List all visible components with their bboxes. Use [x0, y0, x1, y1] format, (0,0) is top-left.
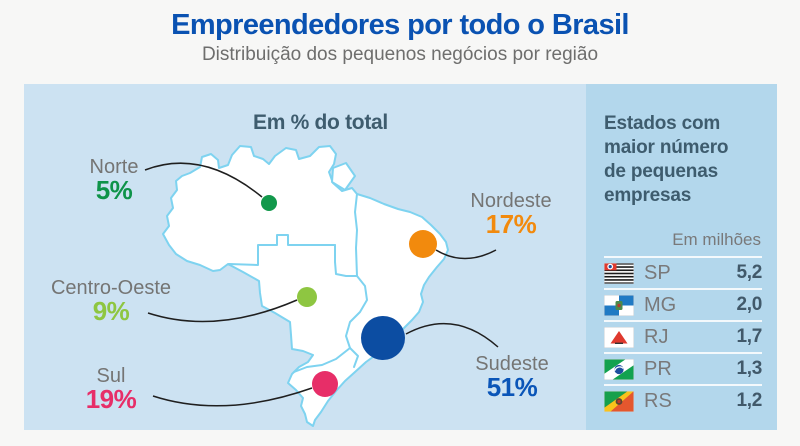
state-row-pr: PR 1,3 [604, 352, 762, 384]
border-norte-centrooeste [228, 234, 336, 266]
region-value: 9% [92, 296, 130, 326]
state-code: PR [644, 357, 672, 380]
state-row-rj: RJ 1,7 [604, 320, 762, 352]
state-code: MG [644, 293, 677, 316]
region-label-norte: Norte 5% [89, 156, 139, 205]
brazil-outline [162, 145, 449, 427]
border-sul-north [293, 347, 359, 373]
region-label-centro-oeste: Centro-Oeste 9% [50, 277, 172, 326]
region-dot-centro-oeste [297, 287, 317, 307]
state-value: 1,7 [736, 326, 762, 347]
states-table: SP 5,2 MG 2,0 RJ 1,7 PR 1,3 RS 1,2 [604, 256, 762, 416]
unit-label: Em milhões [672, 230, 761, 249]
connector-line-centro-oeste [147, 299, 298, 323]
state-code: RJ [644, 325, 669, 348]
sp-flag-icon [604, 262, 634, 284]
region-value: 5% [95, 175, 133, 205]
mg-flag-icon [604, 294, 634, 316]
state-value: 5,2 [736, 262, 762, 283]
state-row-sp: SP 5,2 [604, 256, 762, 288]
state-value: 1,3 [736, 358, 762, 379]
region-label-sul: Sul 19% [85, 365, 137, 414]
region-dot-sudeste [361, 316, 405, 360]
region-name: Sudeste [475, 353, 549, 375]
rj-flag-icon [604, 326, 634, 348]
connector-line-norte [144, 162, 263, 198]
states-heading: Estados com maior número de pequenas emp… [604, 113, 729, 206]
state-row-mg: MG 2,0 [604, 288, 762, 320]
border-centrooeste-sudeste [345, 275, 368, 349]
region-value: 19% [85, 384, 137, 414]
brazil-map [144, 145, 499, 427]
region-label-nordeste: Nordeste 17% [470, 190, 552, 239]
connector-line-nordeste [435, 249, 497, 260]
header: Empreendedores por todo o Brasil Distrib… [0, 0, 800, 66]
region-name: Sul [96, 365, 126, 387]
region-value: 51% [486, 372, 538, 402]
region-dot-nordeste [409, 230, 437, 258]
state-code: SP [644, 261, 671, 284]
connector-line-sudeste [405, 322, 499, 348]
map-panel: Em % do total Norte 5% Nordeste 17% Centro-O… [24, 84, 586, 430]
connector-line-sul [152, 387, 313, 407]
page-title: Empreendedores por todo o Brasil [171, 9, 629, 41]
pr-flag-icon [604, 358, 634, 380]
state-value: 1,2 [736, 390, 762, 411]
border-centrooeste-right [334, 244, 358, 277]
region-name: Nordeste [470, 190, 552, 212]
region-label-sudeste: Sudeste 51% [475, 353, 549, 402]
state-code: RS [644, 389, 672, 412]
state-row-rs: RS 1,2 [604, 384, 762, 416]
page-subtitle: Distribuição dos pequenos negócios por r… [201, 44, 599, 65]
region-name: Norte [89, 156, 139, 178]
region-value: 17% [485, 209, 537, 239]
border-norte-nordeste [354, 193, 358, 277]
region-dot-norte [261, 195, 277, 211]
map-unit-note: Em % do total [253, 111, 388, 134]
states-panel: Estados com maior número de pequenas emp… [586, 84, 777, 430]
rs-flag-icon [604, 390, 634, 412]
region-name: Centro-Oeste [50, 277, 172, 299]
state-value: 2,0 [736, 294, 762, 315]
amapa-shape [331, 162, 356, 191]
region-dot-sul [312, 371, 338, 397]
